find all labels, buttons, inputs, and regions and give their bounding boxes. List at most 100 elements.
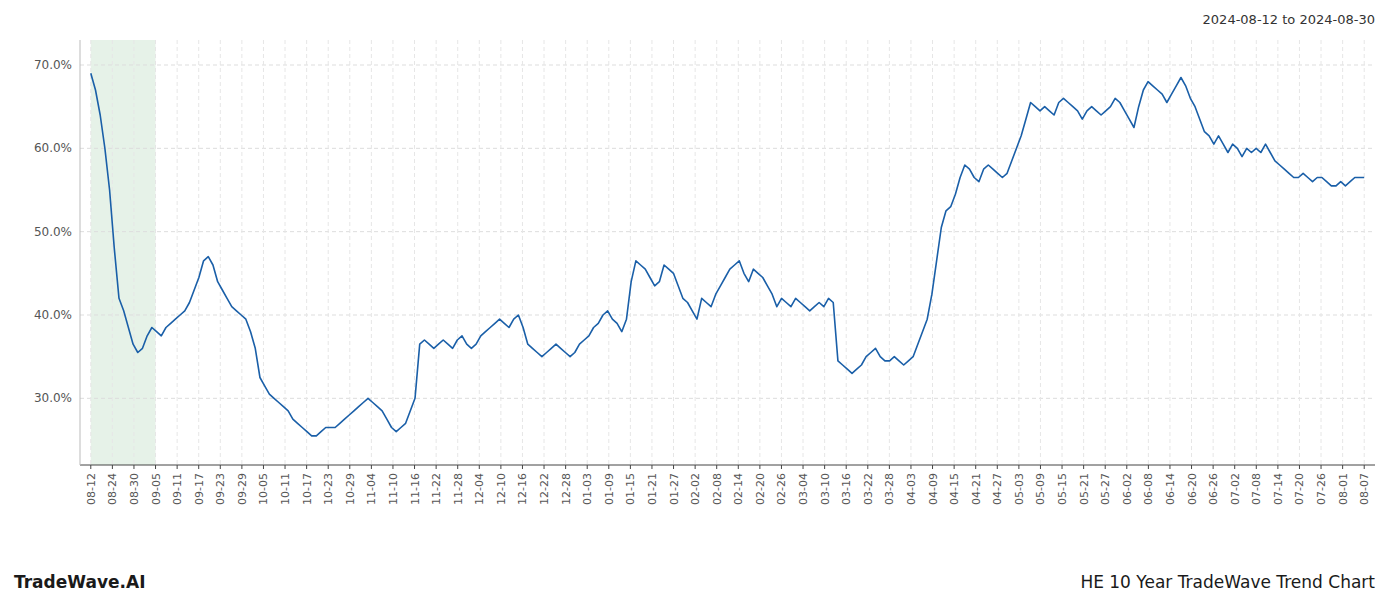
grid-line-x [241,40,242,465]
x-tick-label: 05-27 [1099,473,1112,505]
grid-line-x [112,40,113,465]
grid-line-x [1234,40,1235,465]
x-tick [1213,465,1214,469]
grid-line-x [759,40,760,465]
grid-line-x [781,40,782,465]
x-tick-label: 08-07 [1358,473,1371,505]
grid-line-x [306,40,307,465]
grid-line-x [651,40,652,465]
x-tick [1299,465,1300,469]
x-tick-label: 11-16 [409,473,422,505]
grid-line-x [1018,40,1019,465]
x-tick-label: 05-15 [1056,473,1069,505]
x-tick-label: 11-04 [365,473,378,505]
grid-line-x [1213,40,1214,465]
x-tick-label: 07-14 [1272,473,1285,505]
x-tick-label: 01-27 [668,473,681,505]
grid-line-x [457,40,458,465]
grid-line-x [695,40,696,465]
x-tick-label: 12-04 [473,473,486,505]
x-tick [781,465,782,469]
x-tick-label: 06-14 [1164,473,1177,505]
x-tick [1040,465,1041,469]
grid-line-x [608,40,609,465]
grid-line-x [954,40,955,465]
annotation: TradeWave.AI [14,572,145,592]
x-tick-label: 01-03 [581,473,594,505]
x-tick-label: 02-26 [775,473,788,505]
x-axis-line [80,465,1375,466]
grid-line-x [565,40,566,465]
x-tick-label: 04-27 [991,473,1004,505]
line [91,73,1364,436]
x-tick-label: 05-21 [1078,473,1091,505]
grid-line-x [975,40,976,465]
x-tick [954,465,955,469]
grid-line-x [1126,40,1127,465]
grid-line-x [738,40,739,465]
x-tick [673,465,674,469]
x-tick-label: 09-11 [171,473,184,505]
y-tick-label: 40.0% [34,308,72,322]
x-tick-label: 08-12 [85,473,98,505]
x-tick-label: 01-15 [624,473,637,505]
x-tick-label: 09-29 [236,473,249,505]
grid-line-x [846,40,847,465]
x-tick-label: 02-02 [689,473,702,505]
grid-line-x [90,40,91,465]
x-tick [457,465,458,469]
x-tick [328,465,329,469]
grid-line-x [500,40,501,465]
grid-line-x [1342,40,1343,465]
x-tick [975,465,976,469]
x-tick-label: 10-11 [279,473,292,505]
x-tick-label: 07-26 [1315,473,1328,505]
grid-line-x [1105,40,1106,465]
axes: 30.0%40.0%50.0%60.0%70.0%08-1208-2408-30… [34,40,1375,505]
x-tick-label: 01-21 [646,473,659,505]
x-tick [630,465,631,469]
x-tick-label: 02-14 [732,473,745,505]
grid-line-x [285,40,286,465]
x-tick [371,465,372,469]
x-tick-label: 09-05 [150,473,163,505]
x-tick [651,465,652,469]
x-tick-label: 06-20 [1186,473,1199,505]
grid-line-x [716,40,717,465]
x-tick [889,465,890,469]
x-tick-label: 07-08 [1250,473,1263,505]
grid-line-x [479,40,480,465]
x-tick-label: 11-22 [430,473,443,505]
x-tick-label: 09-23 [214,473,227,505]
x-tick [824,465,825,469]
x-tick [1234,465,1235,469]
grid-line-x [1040,40,1041,465]
x-tick [220,465,221,469]
grid-line-x [630,40,631,465]
grid-line-x [392,40,393,465]
grid-line-x [220,40,221,465]
grid-line-x [867,40,868,465]
x-tick-label: 06-26 [1207,473,1220,505]
grid-line-x [1299,40,1300,465]
x-tick [263,465,264,469]
x-tick [1126,465,1127,469]
x-tick-label: 03-04 [797,473,810,505]
x-tick [500,465,501,469]
grid-line-x [328,40,329,465]
x-tick [1364,465,1365,469]
x-tick-label: 07-20 [1293,473,1306,505]
x-tick-label: 07-02 [1229,473,1242,505]
x-tick [285,465,286,469]
grid-line-x [436,40,437,465]
x-tick-label: 03-28 [883,473,896,505]
x-tick [306,465,307,469]
x-tick [522,465,523,469]
x-tick [436,465,437,469]
x-tick-label: 11-10 [387,473,400,505]
grid-line-x [824,40,825,465]
x-tick-label: 10-23 [322,473,335,505]
x-tick [695,465,696,469]
x-tick-label: 03-16 [840,473,853,505]
grid-line-x [522,40,523,465]
